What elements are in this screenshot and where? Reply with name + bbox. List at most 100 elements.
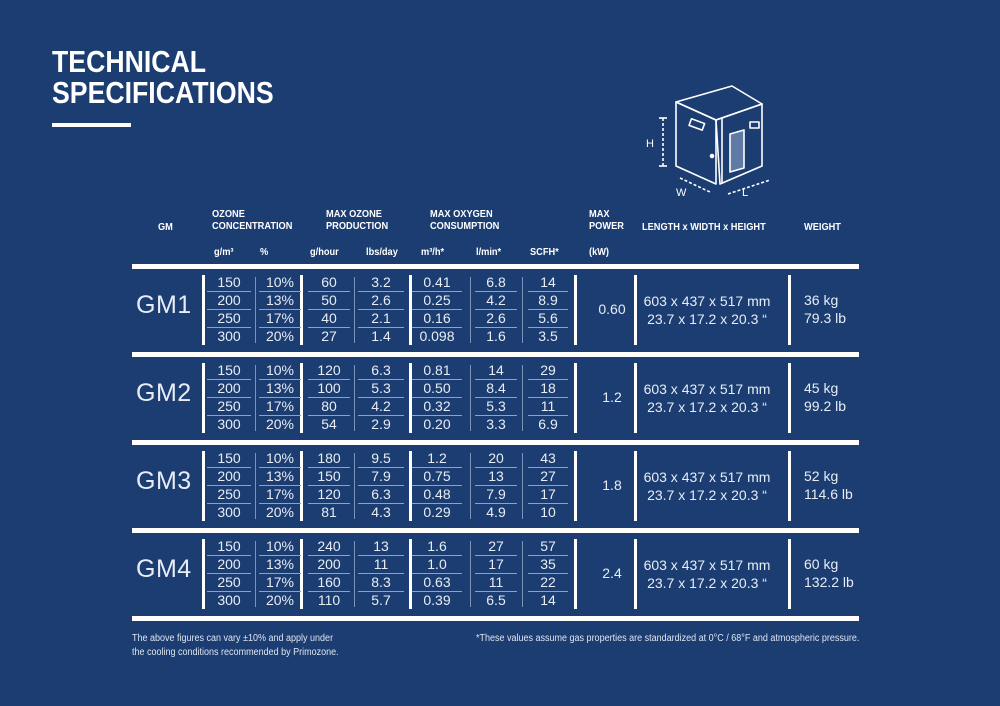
column-divider <box>574 451 577 521</box>
cell-m3h: 0.48 <box>412 486 462 504</box>
cell-ghour: 100 <box>308 380 350 398</box>
model-name: GM3 <box>136 467 192 495</box>
cell-ghour: 120 <box>308 362 350 380</box>
cell-gm3: 150 <box>207 274 251 292</box>
cell-ghour: 120 <box>308 486 350 504</box>
header-ozone-concentration: OZONE CONCENTRATION <box>212 208 292 232</box>
cell-lbsday: 1.4 <box>371 328 391 344</box>
cell-m3h: 1.2 <box>412 450 462 468</box>
column-divider <box>202 451 205 521</box>
dimensions: 603 x 437 x 517 mm 23.7 x 17.2 x 20.3 “ <box>637 292 777 328</box>
cell-ghour: 50 <box>308 292 350 310</box>
cell-pct: 13% <box>259 292 301 310</box>
cell-pct: 20% <box>265 328 295 344</box>
diagram-label-w: W <box>676 187 687 199</box>
unit-gm3: g/m³ <box>214 246 234 258</box>
cell-pct: 13% <box>259 380 301 398</box>
cell-lbsday: 5.7 <box>371 592 391 608</box>
column-divider <box>202 363 205 433</box>
header-dimensions: LENGTH x WIDTH x HEIGHT <box>642 221 766 233</box>
column-subdivider <box>255 541 256 607</box>
cell-lbsday: 2.1 <box>358 310 404 328</box>
table-divider <box>132 440 859 445</box>
unit-kw: (kW) <box>589 246 610 258</box>
model-row: GM2 150 200 250 300 10% 13% 17% 20% 120 100 80 54 6.3… <box>132 359 859 441</box>
header-max-ozone-production-line1: MAX OZONE <box>326 208 382 220</box>
column-lbsday: 9.5 7.9 6.3 4.3 <box>358 450 404 522</box>
column-divider <box>788 539 791 609</box>
footer-note-right: *These values assume gas properties are … <box>476 633 860 644</box>
cell-lmin: 14 <box>475 362 517 380</box>
cell-scfh: 57 <box>528 538 568 556</box>
weight: 36 kg 79.3 lb <box>804 291 846 327</box>
weight: 52 kg 114.6 lb <box>804 467 853 503</box>
cell-lbsday: 2.9 <box>371 416 391 432</box>
max-power-value: 0.60 <box>598 301 626 317</box>
cell-pct: 17% <box>259 398 301 416</box>
dimensions-inches: 23.7 x 17.2 x 20.3 “ <box>647 311 767 327</box>
dimensions: 603 x 437 x 517 mm 23.7 x 17.2 x 20.3 “ <box>637 468 777 504</box>
header-max-oxygen-consumption-line1: MAX OXYGEN <box>430 208 493 220</box>
column-subdivider <box>255 277 256 343</box>
model-row: GM1 150 200 250 300 10% 13% 17% 20% 60 50 40 27 3.2 2.… <box>132 271 859 353</box>
column-pct: 10% 13% 17% 20% <box>259 274 301 346</box>
column-divider <box>300 451 303 521</box>
cell-scfh: 14 <box>528 274 568 292</box>
header-max-power-line2: POWER <box>589 220 624 232</box>
header-gm: GM <box>158 221 173 233</box>
cell-gm3: 150 <box>207 362 251 380</box>
column-divider <box>300 363 303 433</box>
cell-scfh: 18 <box>528 380 568 398</box>
cell-gm3: 200 <box>207 292 251 310</box>
cell-ghour: 54 <box>321 416 337 432</box>
cell-ghour: 110 <box>317 592 341 608</box>
cell-lmin: 20 <box>475 450 517 468</box>
column-divider <box>788 451 791 521</box>
cell-gm3: 300 <box>217 416 241 432</box>
max-power-value: 2.4 <box>602 565 622 581</box>
cell-ghour: 40 <box>308 310 350 328</box>
column-divider <box>574 363 577 433</box>
footer-note-left: The above figures can vary ±10% and appl… <box>132 632 339 660</box>
column-subdivider <box>354 277 355 343</box>
cell-scfh: 35 <box>528 556 568 574</box>
cell-lmin: 4.2 <box>475 292 517 310</box>
max-power-value: 1.8 <box>602 477 622 493</box>
column-subdivider <box>354 541 355 607</box>
column-subdivider <box>255 365 256 431</box>
cell-scfh: 22 <box>528 574 568 592</box>
column-subdivider <box>255 453 256 519</box>
column-scfh: 14 8.9 5.6 3.5 <box>528 274 568 346</box>
cell-scfh: 14 <box>540 592 556 608</box>
table-divider <box>132 352 859 357</box>
unit-l-min: l/min* <box>476 246 502 258</box>
cell-m3h: 0.098 <box>419 328 455 344</box>
cell-pct: 20% <box>265 416 295 432</box>
cabinet-dimension-diagram: H W L <box>640 80 780 200</box>
cell-lbsday: 4.3 <box>371 504 391 520</box>
cell-lmin: 17 <box>475 556 517 574</box>
column-subdivider <box>522 453 523 519</box>
column-divider <box>202 539 205 609</box>
header-max-power: MAX POWER <box>589 208 624 232</box>
cell-pct: 10% <box>259 538 301 556</box>
column-lbsday: 6.3 5.3 4.2 2.9 <box>358 362 404 434</box>
cell-gm3: 250 <box>207 574 251 592</box>
cell-m3h: 0.29 <box>423 504 451 520</box>
cell-pct: 10% <box>259 450 301 468</box>
column-divider <box>409 363 412 433</box>
cell-lmin: 13 <box>475 468 517 486</box>
dimensions-mm: 603 x 437 x 517 mm <box>643 293 771 309</box>
dimensions-inches: 23.7 x 17.2 x 20.3 “ <box>647 399 767 415</box>
diagram-label-l: L <box>742 187 748 199</box>
cell-gm3: 300 <box>217 504 241 520</box>
cell-pct: 13% <box>259 556 301 574</box>
column-divider <box>634 539 637 609</box>
column-pct: 10% 13% 17% 20% <box>259 362 301 434</box>
column-gm3: 150 200 250 300 <box>207 538 251 610</box>
cell-ghour: 180 <box>308 450 350 468</box>
column-ghour: 240 200 160 110 <box>308 538 350 610</box>
cell-ghour: 150 <box>308 468 350 486</box>
column-gm3: 150 200 250 300 <box>207 450 251 522</box>
dimensions: 603 x 437 x 517 mm 23.7 x 17.2 x 20.3 “ <box>637 556 777 592</box>
